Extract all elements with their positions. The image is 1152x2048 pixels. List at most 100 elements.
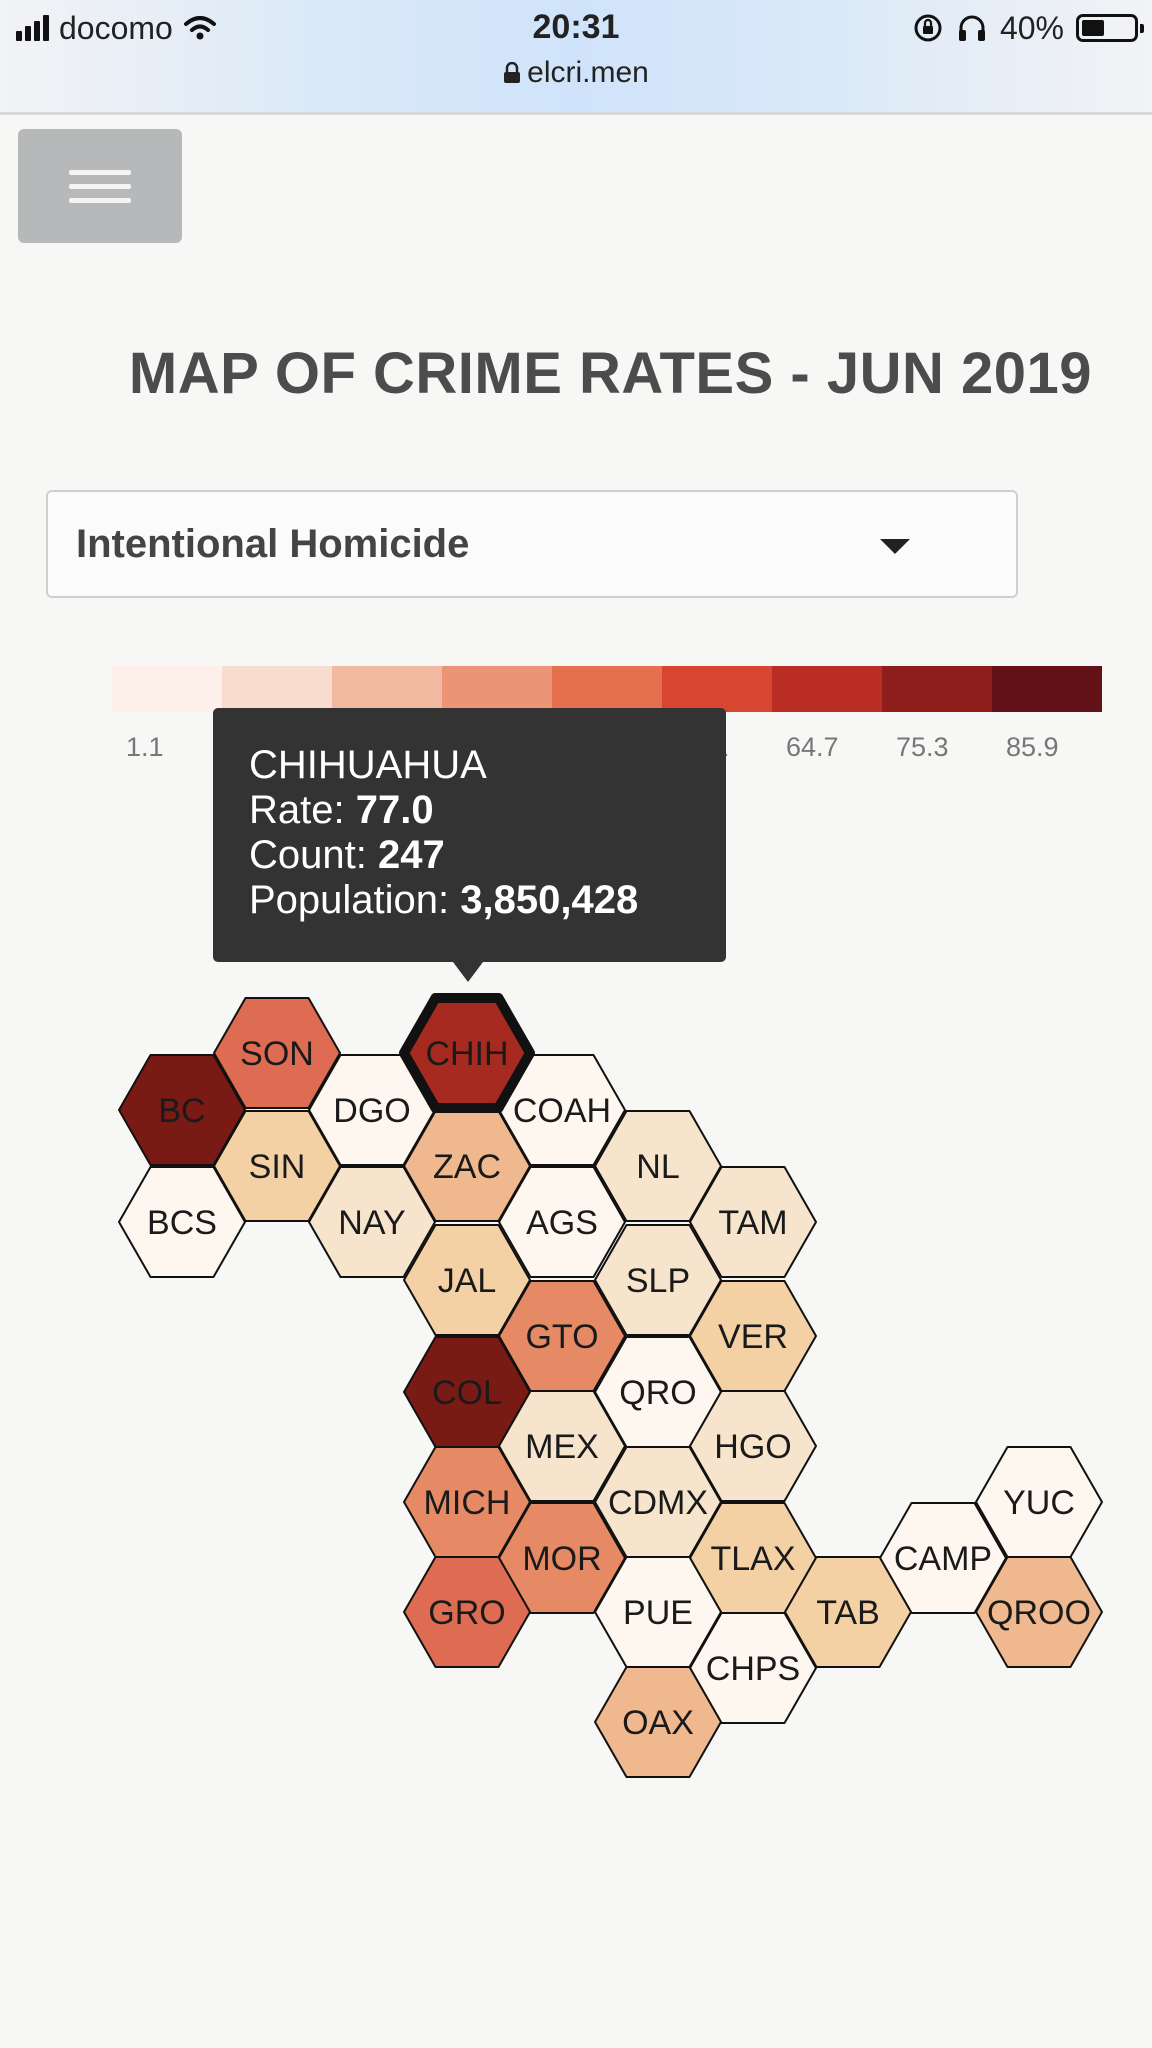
state-hex-shape <box>975 1556 1103 1668</box>
state-hex-shape <box>118 1054 246 1166</box>
tooltip-rate-label: Rate: <box>249 788 356 832</box>
state-hex-gro[interactable]: GRO <box>403 1556 531 1668</box>
tooltip-rate-value: 77.0 <box>355 788 434 832</box>
state-hex-hgo[interactable]: HGO <box>689 1390 817 1502</box>
legend-swatch <box>552 666 662 712</box>
tooltip-count-label: Count: <box>249 833 378 877</box>
state-hex-nay[interactable]: NAY <box>308 1166 436 1278</box>
state-abbr-label: COL <box>432 1374 502 1412</box>
legend-swatch <box>332 666 442 712</box>
state-hex-nl[interactable]: NL <box>594 1110 722 1222</box>
state-hex-shape <box>594 1666 722 1778</box>
tooltip-state-name: CHIHUAHUA <box>249 743 487 787</box>
state-abbr-label: JAL <box>438 1262 497 1300</box>
state-hex-bc[interactable]: BC <box>118 1054 246 1166</box>
tooltip-arrow <box>453 962 483 982</box>
state-abbr-label: DGO <box>333 1092 410 1130</box>
address-bar[interactable]: elcri.men <box>0 56 1152 90</box>
headphones-icon <box>958 15 985 41</box>
state-abbr-label: BC <box>158 1092 205 1130</box>
hamburger-icon-line <box>69 169 131 175</box>
state-hex-jal[interactable]: JAL <box>403 1224 531 1336</box>
menu-button[interactable] <box>18 129 182 243</box>
state-abbr-label: TAB <box>816 1594 880 1632</box>
url-text: elcri.men <box>527 56 649 89</box>
state-abbr-label: PUE <box>623 1594 693 1632</box>
state-hex-tlax[interactable]: TLAX <box>689 1502 817 1614</box>
legend-color-bar <box>112 666 1102 712</box>
legend-swatch <box>992 666 1102 712</box>
state-hex-mex[interactable]: MEX <box>498 1390 626 1502</box>
state-abbr-label: QROO <box>987 1594 1091 1632</box>
state-abbr-label: ZAC <box>433 1148 501 1186</box>
tooltip-count-value: 247 <box>377 833 445 877</box>
carrier-name: docomo <box>59 9 173 46</box>
legend-swatch <box>882 666 992 712</box>
crime-type-selected: Intentional Homicide <box>76 522 470 566</box>
tooltip-population-label: Population: <box>249 878 461 922</box>
state-abbr-label: BCS <box>147 1204 217 1242</box>
state-hex-shape <box>594 1224 722 1336</box>
tooltip-count: Count: 247 <box>249 833 726 878</box>
wifi-icon <box>183 16 216 40</box>
state-hex-shape <box>689 1166 817 1278</box>
state-hex-camp[interactable]: CAMP <box>879 1502 1007 1614</box>
hamburger-icon-line <box>69 197 131 203</box>
state-hex-chps[interactable]: CHPS <box>689 1612 817 1724</box>
state-hex-zac[interactable]: ZAC <box>403 1110 531 1222</box>
cellular-signal-icon <box>16 15 49 41</box>
state-hex-cdmx[interactable]: CDMX <box>594 1446 722 1558</box>
state-hex-slp[interactable]: SLP <box>594 1224 722 1336</box>
legend-tick-label: 75.3 <box>896 732 949 762</box>
state-hex-dgo[interactable]: DGO <box>308 1054 436 1166</box>
lock-icon <box>504 61 521 83</box>
legend-swatch <box>662 666 772 712</box>
state-abbr-label: COAH <box>513 1092 611 1130</box>
legend-tick-label: 1.1 <box>126 732 164 762</box>
state-abbr-label: AGS <box>526 1204 598 1242</box>
state-hex-mor[interactable]: MOR <box>498 1502 626 1614</box>
state-hex-oax[interactable]: OAX <box>594 1666 722 1778</box>
state-abbr-label: GRO <box>428 1594 505 1632</box>
crime-type-select[interactable]: Intentional Homicide <box>46 490 1018 598</box>
state-hex-chih[interactable]: CHIH <box>399 993 535 1113</box>
state-hex-tam[interactable]: TAM <box>689 1166 817 1278</box>
legend-swatch <box>112 666 222 712</box>
state-abbr-label: SIN <box>249 1148 306 1186</box>
caret-down-icon <box>880 539 910 554</box>
state-hex-qroo[interactable]: QROO <box>975 1556 1103 1668</box>
state-abbr-label: MOR <box>522 1540 601 1578</box>
status-left: docomo <box>16 8 217 48</box>
hamburger-icon-line <box>69 183 131 189</box>
state-abbr-label: MEX <box>525 1428 599 1466</box>
state-hex-tab[interactable]: TAB <box>784 1556 912 1668</box>
state-abbr-label: CAMP <box>894 1540 992 1578</box>
state-hex-ags[interactable]: AGS <box>498 1166 626 1278</box>
state-abbr-label: CHPS <box>706 1650 800 1688</box>
state-hex-shape <box>308 1166 436 1278</box>
state-hex-shape <box>498 1166 626 1278</box>
orientation-lock-icon <box>914 14 942 42</box>
state-hex-pue[interactable]: PUE <box>594 1556 722 1668</box>
state-hex-sin[interactable]: SIN <box>213 1110 341 1222</box>
state-hex-bcs[interactable]: BCS <box>118 1166 246 1278</box>
tooltip-population: Population: 3,850,428 <box>249 878 726 923</box>
battery-percent: 40% <box>999 9 1064 46</box>
state-hex-shape <box>403 1224 531 1336</box>
state-abbr-label: NL <box>636 1148 679 1186</box>
state-hex-son[interactable]: SON <box>213 997 341 1109</box>
legend-swatch <box>772 666 882 712</box>
state-abbr-label: CDMX <box>608 1484 708 1522</box>
state-hex-shape <box>213 997 341 1109</box>
legend-tick-label: 85.9 <box>1006 732 1059 762</box>
tooltip-rate: Rate: 77.0 <box>249 788 726 833</box>
state-abbr-label: NAY <box>338 1204 405 1242</box>
state-hex-gto[interactable]: GTO <box>498 1280 626 1392</box>
state-abbr-label: QRO <box>619 1374 696 1412</box>
legend-swatch <box>222 666 332 712</box>
state-abbr-label: MICH <box>424 1484 511 1522</box>
tooltip-population-value: 3,850,428 <box>460 878 639 922</box>
state-abbr-label: HGO <box>714 1428 791 1466</box>
page-title: MAP OF CRIME RATES - JUN 2019 <box>128 341 1092 406</box>
